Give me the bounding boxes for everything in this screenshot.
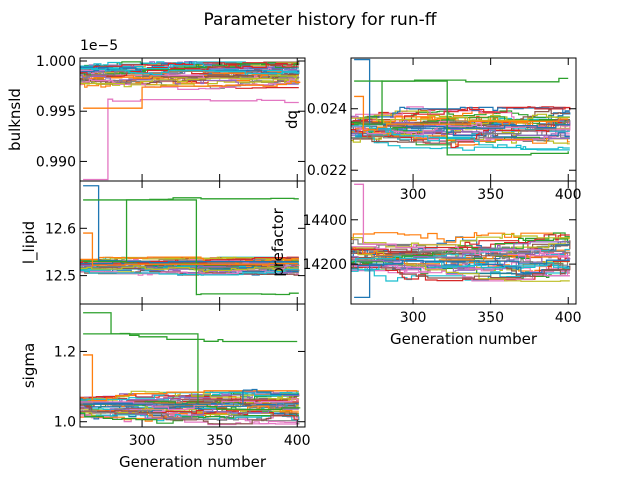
y-tick-label: 0.995 xyxy=(36,104,76,120)
x-tick-label: 300 xyxy=(400,310,427,326)
series-line xyxy=(80,78,299,87)
axes-frame xyxy=(350,180,577,305)
panel-sigma: 1.0 1.2 300 350 400 sigma Generation number xyxy=(20,303,311,471)
panel-l_lipid: 12.5 12.6 l_lipid xyxy=(20,180,306,305)
y-tick-label: 12.5 xyxy=(45,269,76,285)
series-line-outlier xyxy=(354,80,569,156)
x-tick-label: 400 xyxy=(555,187,582,203)
y-tick-label: 14200 xyxy=(302,257,347,273)
y-tick-label: 1.2 xyxy=(54,344,76,360)
series-line xyxy=(80,73,299,88)
series-line xyxy=(80,63,299,77)
panel-bulknsld: 0.990 0.995 1.000 bulknsld 1e−5 xyxy=(6,38,306,182)
panel-dq: 0.022 0.024 300 350 400 dq xyxy=(283,57,582,203)
y-tick-label: 1.0 xyxy=(54,415,76,431)
series-line-outlier xyxy=(83,388,299,405)
series-line xyxy=(80,268,299,276)
series-line xyxy=(80,63,299,77)
series-line-outlier xyxy=(83,232,298,267)
y-tick-label: 12.6 xyxy=(45,221,76,237)
y-axis-label: bulknsld xyxy=(6,88,24,151)
series-line xyxy=(351,119,570,149)
series-line xyxy=(351,128,570,146)
series-line xyxy=(351,120,571,145)
series-line xyxy=(351,232,570,243)
series-line-outlier xyxy=(83,197,299,263)
series-line xyxy=(80,412,299,424)
y-axis-label: l_lipid xyxy=(20,221,39,264)
series-line xyxy=(351,241,570,262)
panel-prefactor: 14200 14400 300 350 400 prefactor Generation n… xyxy=(269,180,582,348)
y-tick-label: 0.990 xyxy=(36,154,76,170)
series-line xyxy=(351,106,570,125)
y-axis-label: dq xyxy=(283,110,301,129)
series-line xyxy=(351,113,570,124)
series-group xyxy=(351,58,571,156)
series-group xyxy=(351,183,571,299)
series-line xyxy=(80,265,299,273)
y-tick-label: 14400 xyxy=(302,213,347,229)
x-tick-label: 300 xyxy=(400,187,427,203)
y-tick-label: 0.024 xyxy=(307,102,347,118)
x-tick-label: 350 xyxy=(477,187,504,203)
series-line xyxy=(351,263,571,279)
x-axis-label: Generation number xyxy=(119,453,267,471)
series-line-outlier xyxy=(354,183,569,258)
x-tick-label: 300 xyxy=(129,433,156,449)
series-line-outlier xyxy=(83,312,298,343)
series-line xyxy=(351,234,570,253)
series-line xyxy=(80,405,299,421)
x-tick-label: 350 xyxy=(477,310,504,326)
panels: 0.990 0.995 1.000 bulknsld 1e−5 0.022 0.024 300… xyxy=(6,38,582,471)
series-line-outlier xyxy=(83,354,298,402)
series-group xyxy=(80,61,301,181)
series-line xyxy=(80,67,299,76)
series-line xyxy=(351,255,570,269)
series-line-outlier xyxy=(83,80,301,109)
series-line xyxy=(351,125,570,150)
series-group xyxy=(80,185,300,296)
y-tick-label: 1.000 xyxy=(36,54,76,70)
series-line xyxy=(80,78,299,90)
series-line-outlier xyxy=(354,259,570,299)
series-group xyxy=(80,312,301,426)
y-tick-label: 0.022 xyxy=(307,163,347,179)
x-tick-label: 350 xyxy=(206,433,233,449)
series-line xyxy=(351,106,570,123)
axes-frame xyxy=(79,303,306,428)
x-tick-label: 400 xyxy=(284,433,311,449)
series-line xyxy=(80,398,299,411)
y-axis-label: prefactor xyxy=(269,207,287,276)
figure-title: Parameter history for run-ff xyxy=(204,10,438,30)
x-tick-label: 400 xyxy=(555,310,582,326)
series-line xyxy=(80,404,299,425)
series-line-outlier xyxy=(83,199,299,296)
series-line xyxy=(80,398,299,409)
y-axis-label: sigma xyxy=(20,343,38,388)
series-line xyxy=(80,256,299,263)
offset-text: 1e−5 xyxy=(80,38,118,54)
x-axis-label: Generation number xyxy=(390,330,538,348)
series-line-outlier xyxy=(83,98,299,181)
series-line-outlier xyxy=(354,95,569,131)
